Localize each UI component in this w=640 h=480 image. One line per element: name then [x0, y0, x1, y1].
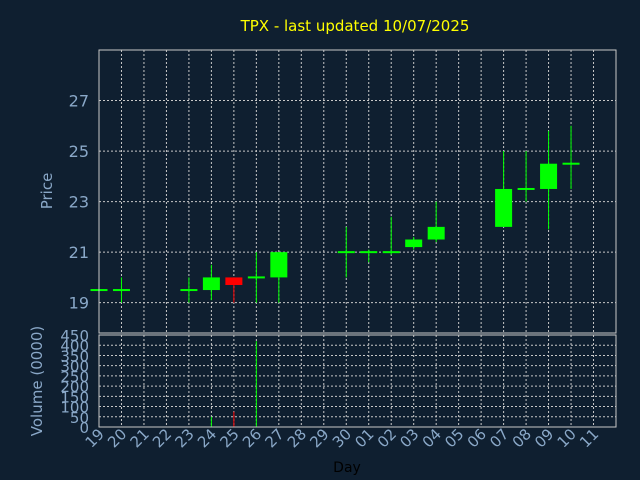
- candle-body: [382, 251, 400, 254]
- volume-tick-label: 50: [70, 409, 89, 427]
- x-tick-labels: 1920212223242526272829300102030405060708…: [82, 425, 603, 451]
- candle-body: [112, 289, 130, 292]
- price-tick-label: 19: [69, 294, 89, 313]
- candle-body: [517, 187, 535, 190]
- candle: [112, 277, 130, 303]
- candle-body: [202, 277, 220, 291]
- volume-panel-frame: [98, 334, 617, 428]
- price-axis-label: Price: [38, 173, 56, 210]
- price-tick-label: 25: [69, 142, 89, 161]
- volume-tick-label: 200: [60, 378, 89, 396]
- candle-body: [337, 251, 355, 254]
- candle: [382, 216, 400, 255]
- candle: [270, 252, 288, 303]
- candle: [427, 201, 445, 243]
- price-candles: [90, 125, 580, 303]
- candle: [202, 264, 220, 301]
- candle: [562, 125, 580, 189]
- candle: [405, 236, 423, 250]
- volume-tick-label: 400: [60, 337, 89, 355]
- price-tick-label: 23: [69, 193, 89, 212]
- candle-body: [495, 188, 513, 227]
- chart-title: TPX - last updated 10/07/2025: [240, 17, 470, 35]
- candle: [517, 151, 535, 202]
- candle-body: [562, 162, 580, 165]
- volume-bars: [210, 341, 257, 427]
- candle-body: [270, 252, 288, 278]
- candle-body: [540, 163, 558, 189]
- candle: [225, 277, 243, 303]
- volume-tick-label: 300: [60, 358, 89, 376]
- candle: [180, 277, 198, 303]
- candle: [360, 249, 378, 263]
- volume-tick-label: 250: [60, 368, 89, 386]
- volume-tick-label: 450: [60, 327, 89, 345]
- price-tick-label: 21: [69, 243, 89, 262]
- candle-body: [427, 226, 445, 240]
- candle: [337, 226, 355, 278]
- volume-tick-label: 350: [60, 347, 89, 365]
- x-tick-label: 11: [576, 425, 602, 451]
- price-tick-labels: 19 21 23 25 27: [69, 92, 89, 313]
- price-grid: [99, 50, 616, 333]
- volume-axis-label: Volume (0000): [28, 326, 46, 436]
- candle-body: [247, 276, 265, 279]
- volume-tick-label: 0: [79, 419, 89, 437]
- candle-body: [360, 251, 378, 254]
- candle-body: [405, 239, 423, 248]
- candle-body: [225, 277, 243, 285]
- volume-tick-label: 100: [60, 399, 89, 417]
- x-axis-label: Day: [333, 460, 361, 476]
- volume-grid: [99, 334, 616, 427]
- candle: [540, 130, 558, 230]
- candle: [495, 151, 513, 227]
- candle: [247, 252, 265, 303]
- candle-body: [180, 289, 198, 292]
- volume-tick-label: 150: [60, 388, 89, 406]
- price-tick-label: 27: [69, 92, 89, 111]
- price-panel-frame: [98, 49, 617, 334]
